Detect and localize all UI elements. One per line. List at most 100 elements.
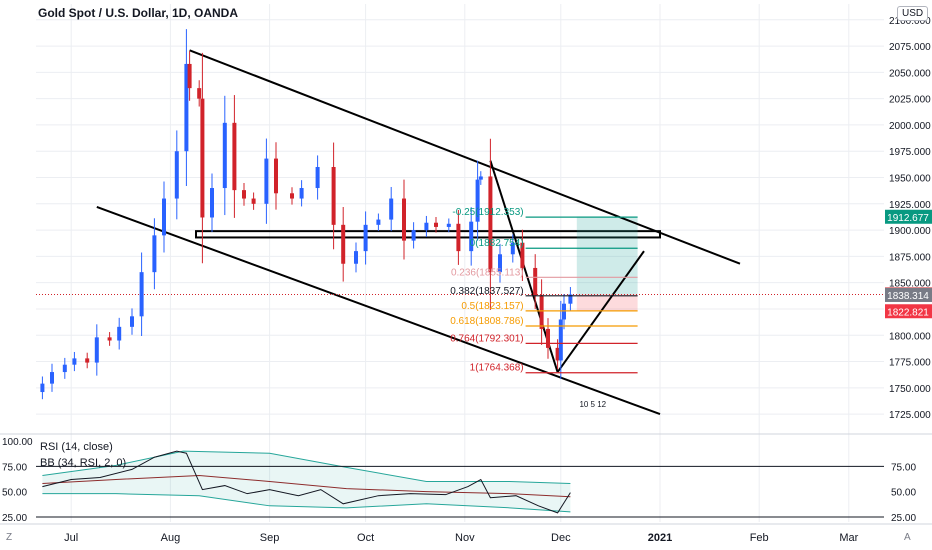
candle-body: [402, 198, 406, 241]
rsi-line: [42, 450, 571, 514]
event-marker-label: 10 5 12: [579, 400, 606, 409]
y-tick-label: 1725.000: [889, 410, 931, 421]
candle-body: [331, 166, 336, 225]
candle-body: [568, 294, 573, 304]
candle-body: [558, 319, 563, 361]
auto-scale-icon[interactable]: A: [904, 532, 911, 543]
fib-layer: -0.25(1912.353) 0(1882.754) 0.236(1855.113…: [450, 207, 638, 409]
candle-body: [130, 316, 134, 327]
price-badge: [885, 304, 932, 319]
candle-body: [232, 122, 237, 191]
price-badge: [885, 287, 932, 302]
candle-body: [411, 230, 416, 241]
grid: [0, 4, 932, 525]
fib-level-label: 0.236(1855.113): [451, 267, 524, 278]
bb-basis-line: [42, 474, 571, 498]
fib-level-label: 0.764(1792.301): [450, 333, 523, 344]
y-tick-label: 1925.000: [889, 200, 931, 211]
candle-body: [498, 254, 502, 273]
price-badge-label: 1822.821: [887, 307, 929, 318]
x-tick-label: Jul: [64, 532, 78, 544]
candle-body: [94, 337, 99, 363]
x-tick-label: Nov: [455, 532, 475, 544]
candles-layer: [40, 29, 573, 400]
bb-lower-line: [42, 493, 571, 513]
candle-body: [184, 63, 189, 152]
fib-level-label: 0.618(1808.786): [450, 316, 523, 327]
candle-body: [162, 198, 166, 236]
candle-body: [354, 251, 358, 264]
candle-body: [376, 219, 381, 225]
candle-body: [469, 221, 474, 252]
candle-body: [546, 328, 550, 348]
candle-body: [539, 295, 544, 329]
candle-body: [456, 223, 461, 252]
y-tick-label: 1750.000: [889, 384, 931, 395]
candle-body: [210, 188, 214, 218]
price-badge: [885, 209, 932, 224]
candle-body: [299, 188, 304, 199]
y-tick-label: 2025.000: [889, 95, 931, 106]
candle-body: [274, 158, 278, 194]
price-badge-label: 1838.314: [887, 291, 929, 302]
y-tick-label: 2075.000: [889, 42, 931, 53]
candle-body: [107, 337, 112, 341]
fib-level-label: 1(1764.368): [470, 363, 524, 374]
candle-body: [117, 326, 122, 341]
y-tick-label: 2100.000: [889, 16, 931, 27]
upper-trendline: [189, 49, 741, 265]
bb-label[interactable]: BB (34, RSI, 2, 0): [40, 457, 127, 469]
candle-body: [363, 224, 368, 252]
candle-body: [520, 242, 525, 268]
candle-body: [222, 122, 227, 189]
support-zone-rect: [195, 230, 661, 239]
candle-body: [434, 222, 438, 227]
candle-body: [251, 198, 256, 204]
timezone-icon[interactable]: Z: [6, 532, 13, 543]
candle-body: [555, 347, 560, 361]
candle-body: [197, 88, 202, 99]
rsi-tick-right: 75.00: [891, 462, 916, 473]
x-tick-label: Oct: [357, 532, 374, 544]
candle-body: [40, 383, 45, 393]
rsi-label[interactable]: RSI (14, close): [40, 441, 113, 453]
currency-button[interactable]: USD: [897, 6, 929, 21]
rsi-tick-right: 50.00: [891, 488, 916, 499]
candle-body: [488, 176, 493, 273]
candle-body: [510, 242, 515, 255]
candle-body: [446, 223, 451, 227]
fib-level-label: 0.5(1823.157): [461, 301, 523, 312]
candle-body: [475, 179, 480, 222]
y-tick-label: 1850.000: [889, 279, 931, 290]
x-tick-label: Sep: [260, 532, 280, 544]
candle-body: [424, 222, 429, 231]
rsi-tick-left: 100.00: [2, 437, 33, 448]
bb-upper-line: [42, 450, 571, 485]
chart-title: Gold Spot / U.S. Dollar, 1D, OANDA: [38, 6, 239, 20]
candle-body: [290, 193, 294, 199]
candle-body: [62, 364, 67, 373]
y-tick-label: 1775.000: [889, 358, 931, 369]
y-tick-label: 1975.000: [889, 147, 931, 158]
candle-body: [187, 63, 192, 89]
rsi-pane: 100.00 75.00 50.00 25.00 75.00 50.00 25.00: [2, 437, 916, 524]
candle-body: [562, 303, 566, 320]
candle-body: [315, 166, 320, 189]
x-tick-label: Feb: [750, 532, 769, 544]
x-tick-label: Aug: [161, 532, 181, 544]
drawings-layer: [36, 49, 884, 416]
y-tick-label: 2000.000: [889, 121, 931, 132]
y-tick-label: 2050.000: [889, 68, 931, 79]
fib-level-label: -0.25(1912.353): [452, 207, 523, 218]
time-axis: Jul Aug Sep Oct Nov Dec 2021 Feb Mar: [64, 532, 858, 544]
candle-body: [389, 198, 394, 220]
price-badge-label: 1912.677: [887, 213, 929, 224]
candle-body: [533, 267, 538, 296]
candle-body: [139, 272, 144, 317]
candle-body: [72, 358, 77, 365]
candle-body: [242, 190, 246, 199]
y-tick-label: 1950.000: [889, 174, 931, 185]
y-tick-label: 1900.000: [889, 226, 931, 237]
candle-body: [264, 158, 269, 204]
